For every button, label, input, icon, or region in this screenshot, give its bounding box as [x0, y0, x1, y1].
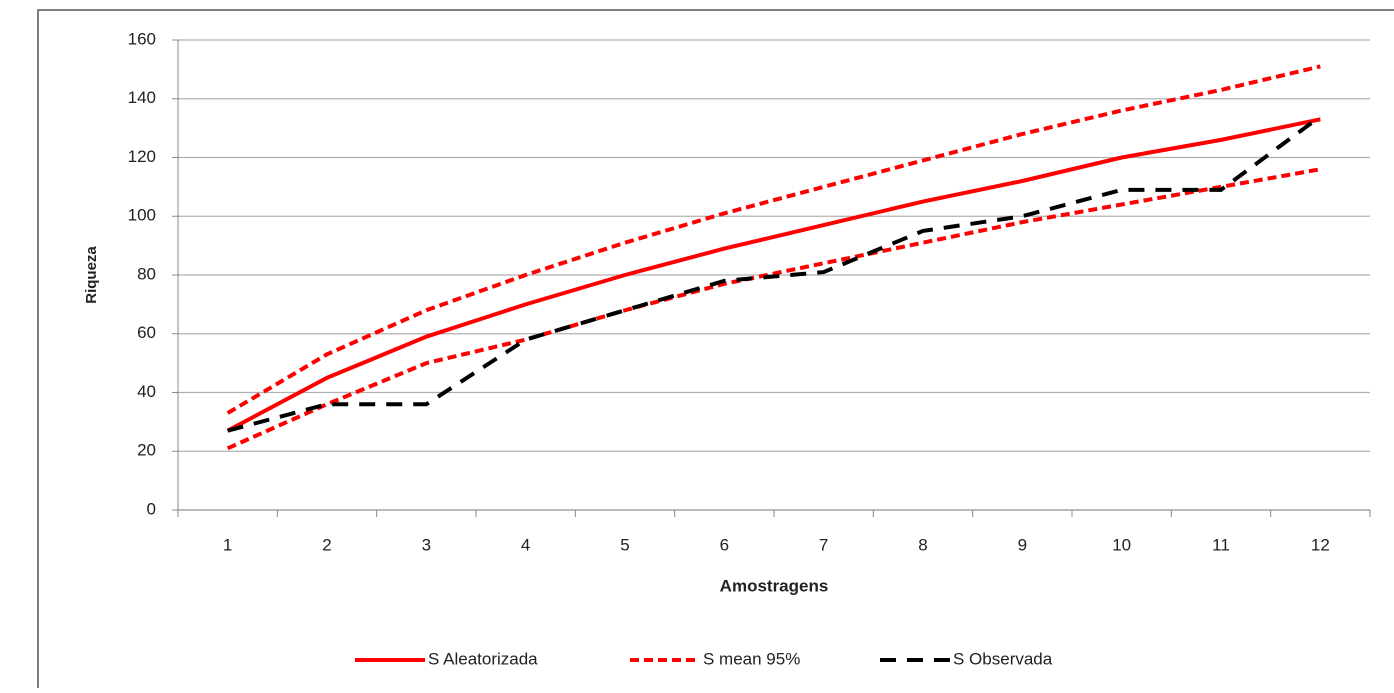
x-tick-label: 1 [223, 535, 232, 554]
legend-label: S Observada [953, 649, 1053, 668]
legend-label: S Aleatorizada [428, 649, 538, 668]
x-tick-label: 10 [1112, 535, 1131, 554]
y-tick-label: 0 [147, 499, 156, 518]
y-tick-label: 80 [137, 264, 156, 283]
x-tick-label: 8 [918, 535, 927, 554]
x-tick-label: 4 [521, 535, 530, 554]
series-line [226, 167, 1321, 451]
y-tick-label: 140 [128, 88, 156, 107]
y-tick-label: 20 [137, 441, 156, 460]
x-tick-label: 3 [422, 535, 431, 554]
x-tick-label: 2 [322, 535, 331, 554]
y-tick-label: 100 [128, 206, 156, 225]
series-line [226, 64, 1321, 415]
chart-border [37, 9, 1394, 693]
x-tick-label: 11 [1212, 535, 1230, 554]
y-tick-label: 40 [137, 382, 156, 401]
legend-label: S mean 95% [703, 649, 800, 668]
x-tick-label: 6 [720, 535, 729, 554]
series-line [227, 114, 1322, 433]
x-tick-label: 9 [1018, 535, 1027, 554]
series-line [226, 117, 1321, 433]
y-tick-label: 160 [128, 29, 156, 48]
y-tick-label: 60 [137, 323, 156, 342]
x-tick-label: 12 [1311, 535, 1330, 554]
x-tick-label: 7 [819, 535, 828, 554]
x-tick-label: 5 [620, 535, 629, 554]
y-tick-label: 120 [128, 147, 156, 166]
y-axis-title: Riqueza [83, 246, 100, 304]
x-axis-title: Amostragens [720, 576, 829, 595]
